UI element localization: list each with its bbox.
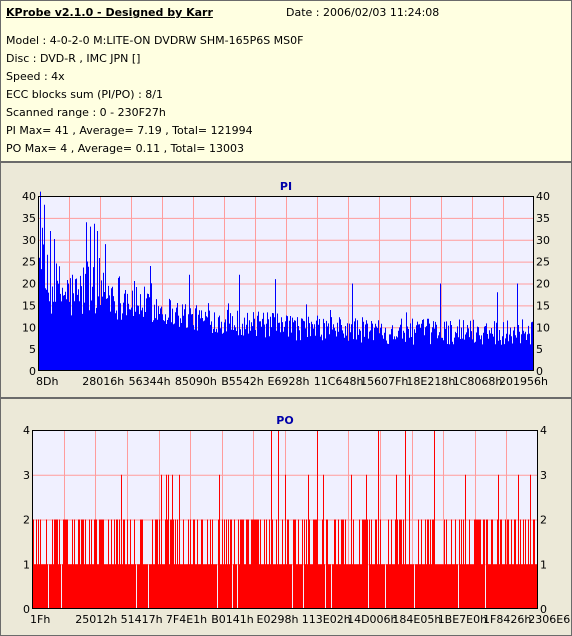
y-tick-label-left: 5 [29,343,36,356]
x-tick-label: 113E02h [302,613,351,626]
po-chart: 0 0 1 1 2 2 3 3 4 4 1Fh 25012h 51417h 7F4E1h B0141h E02… [23,414,571,626]
x-tick-label: 85090h [175,375,217,388]
plot-frame [32,430,538,609]
y-tick-label-right: 25 [536,256,550,269]
info-line-speed: Speed : 4x [6,70,65,83]
x-tick-label: 1Fh [30,613,50,626]
info-line-range: Scanned range : 0 - 230F27h [6,106,166,119]
y-tick-label-right: 35 [536,212,550,225]
x-tick-label: 1C8068h [453,375,503,388]
y-tick-label-left: 15 [22,299,36,312]
x-tick-label: E0298h [257,613,299,626]
y-tick-label-right: 4 [540,424,547,437]
y-tick-label-left: 0 [23,603,30,616]
y-tick-label-right: 2 [540,514,547,527]
y-tick-label-left: 30 [22,234,36,247]
info-line-po-stats: PO Max= 4 , Average= 0.11 , Total= 13003 [6,142,244,155]
x-tick-label: B5542h [221,375,264,388]
x-tick-label: 15607Fh [360,375,408,388]
po-chart-panel: 0 0 1 1 2 2 3 3 4 4 1Fh 25012h 51417h 7F4E1h B0141h E02… [0,398,572,636]
y-tick-label-left: 3 [23,469,30,482]
y-tick-label-right: 20 [536,278,550,291]
x-tick-label: 28016h [82,375,124,388]
y-tick-label-left: 4 [23,424,30,437]
y-tick-label-right: 0 [536,365,543,378]
y-tick-label-left: 1 [23,558,30,571]
x-tick-label: 8Dh [36,375,58,388]
y-tick-label-right: 1 [540,558,547,571]
x-tick-label: 1F8426h [483,613,531,626]
y-tick-label-left: 25 [22,256,36,269]
info-line-pi-stats: PI Max= 41 , Average= 7.19 , Total= 1219… [6,124,253,137]
y-tick-label-right: 5 [536,343,543,356]
x-tick-label: 1BE7E0h [438,613,487,626]
y-tick-label-right: 40 [536,190,550,203]
y-tick-label-left: 35 [22,212,36,225]
chart-title: PO [276,414,293,427]
x-tick-label: B0141h [211,613,254,626]
info-line-ecc: ECC blocks sum (PI/PO) : 8/1 [6,88,163,101]
y-tick-label-left: 0 [29,365,36,378]
pi-chart-panel: 0 0 5 5 10 10 15 15 20 20 25 25 30 30 35 35 40 40 8Dh 28016… [0,162,572,398]
pi-chart: 0 0 5 5 10 10 15 15 20 20 25 25 30 30 35 35 40 40 8Dh 28016… [22,180,550,388]
app-title: KProbe v2.1.0 - Designed by Karr [6,6,213,19]
y-tick-label-left: 2 [23,514,30,527]
x-tick-label: 14D006h [347,613,397,626]
y-tick-label-right: 10 [536,321,550,334]
x-tick-label: E6928h [268,375,310,388]
y-tick-label-left: 10 [22,321,36,334]
y-tick-label-left: 40 [22,190,36,203]
x-tick-label: 56344h [129,375,171,388]
info-line-disc: Disc : DVD-R , IMC JPN [] [6,52,141,65]
x-tick-label: 184E05h [392,613,441,626]
y-tick-label-left: 20 [22,278,36,291]
scan-date: Date : 2006/02/03 11:24:08 [286,6,440,19]
y-tick-label-right: 0 [540,603,547,616]
x-tick-label: 18E218h [406,375,455,388]
x-tick-label: 25012h [75,613,117,626]
y-tick-label-right: 30 [536,234,550,247]
x-tick-label: 201956h [499,375,548,388]
y-tick-label-right: 3 [540,469,547,482]
x-tick-label: 7F4E1h [166,613,207,626]
x-tick-label: 11C648h [314,375,364,388]
x-tick-label: 51417h [121,613,163,626]
x-tick-label: 2306E6h [528,613,571,626]
info-panel: KProbe v2.1.0 - Designed by Karr Date : … [0,0,572,162]
chart-title: PI [280,180,292,193]
y-tick-label-right: 15 [536,299,550,312]
info-line-model: Model : 4-0-2-0 M:LITE-ON DVDRW SHM-165P… [6,34,304,47]
plot-frame [38,196,534,371]
